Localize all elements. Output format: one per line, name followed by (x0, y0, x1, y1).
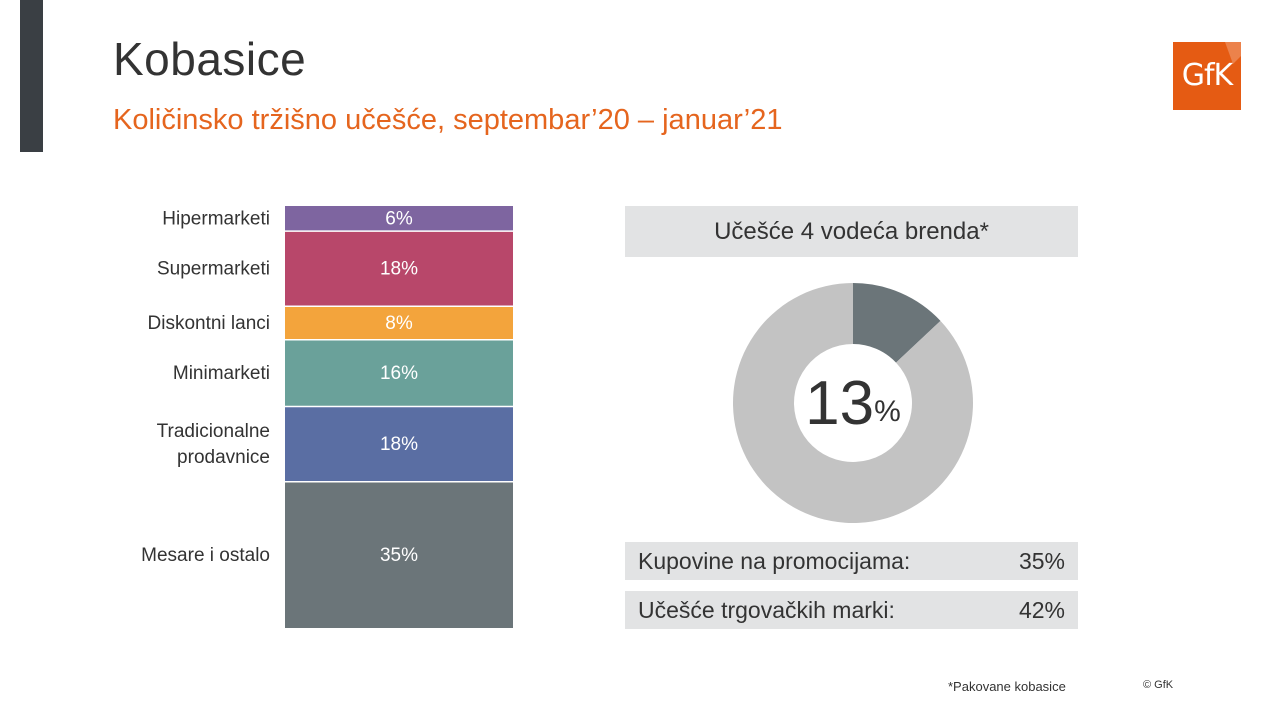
donut-slice-rest (733, 283, 973, 523)
category-label: Minimarketi (173, 363, 270, 384)
donut-slice-top-brands (853, 283, 941, 363)
segment-value-label: 6% (385, 209, 413, 230)
segment-value-label: 18% (380, 259, 418, 280)
segment-value-label: 8% (385, 313, 413, 334)
accent-bar (20, 0, 43, 152)
bar-segment-2 (285, 231, 513, 307)
logo-stripe-icon (1225, 42, 1241, 64)
category-label: Tradicionalne prodavnice (157, 421, 270, 468)
bar-segment-4 (285, 339, 513, 407)
donut-center-unit: % (874, 395, 901, 428)
page-subtitle: Količinsko tržišno učešće, septembar’20 … (113, 104, 783, 136)
bar-segment-1 (285, 206, 513, 232)
brand-share-donut (733, 283, 973, 523)
segment-value-label: 16% (380, 363, 418, 384)
category-label: Mesare i ostalo (141, 545, 270, 566)
stat-row-promotions: Kupovine na promocijama: 35% (625, 542, 1078, 580)
gfk-logo: GfK (1173, 42, 1241, 110)
donut-center: 13% (733, 283, 973, 523)
stat-label: Učešće trgovačkih marki: (638, 596, 895, 623)
segment-value-label: 35% (380, 545, 418, 566)
stat-value: 35% (1018, 547, 1065, 574)
footnote: *Pakovane kobasice (948, 679, 1066, 694)
stat-value: 42% (1018, 596, 1065, 623)
bar-segment-6 (285, 481, 513, 628)
category-label: Hipermarketi (162, 209, 270, 230)
category-label: Diskontni lanci (148, 313, 271, 334)
bar-segment-5 (285, 406, 513, 482)
page-title: Kobasice (113, 33, 307, 85)
donut-center-value: 13 (805, 368, 875, 438)
category-label: Supermarketi (157, 259, 270, 280)
bar-segment-3 (285, 306, 513, 340)
copyright: © GfK (1143, 679, 1174, 691)
brands-heading: Učešće 4 vodeća brenda* (625, 206, 1078, 257)
stat-row-private-labels: Učešće trgovačkih marki: 42% (625, 591, 1078, 629)
logo-text: GfK (1181, 58, 1233, 93)
stat-label: Kupovine na promocijama: (638, 547, 911, 574)
segment-value-label: 18% (380, 434, 418, 455)
